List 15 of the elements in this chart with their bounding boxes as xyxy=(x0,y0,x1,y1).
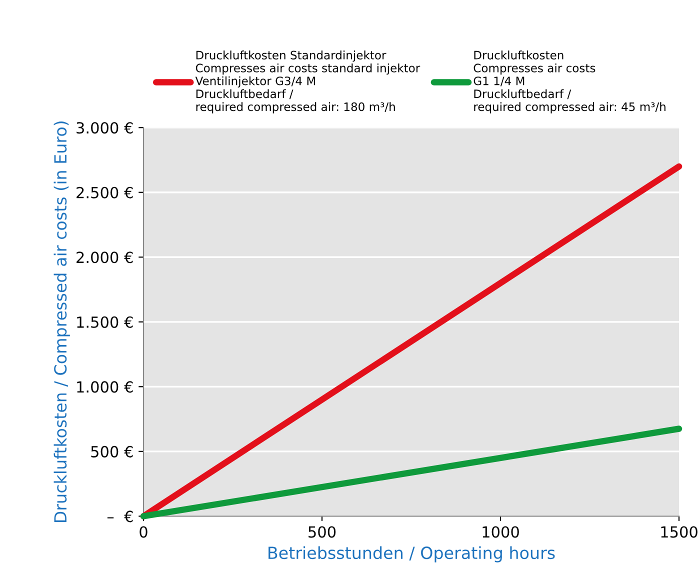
y-tick-label: – € xyxy=(107,510,133,522)
y-tick-label: 500 € xyxy=(91,446,133,458)
y-tick-label: 1.500 € xyxy=(77,316,133,328)
legend-label: Druckluftkosten Standardinjektor Compresses air costs standard injektor Ventilinjektor G3/4 M Druckluftbedarf / required compressed air: 180 m³/h xyxy=(195,50,420,114)
y-tick-label: 3.000 € xyxy=(76,122,133,134)
y-tick-label: 2.000 € xyxy=(76,252,133,264)
legend-label: Druckluftkosten Compresses air costs G1 1/4 M Druckluftbedarf / required compressed air: 45 m³/h xyxy=(474,50,666,114)
y-tick-label: 2.500 € xyxy=(76,186,133,198)
x-tick-label: 1500 xyxy=(661,526,698,538)
y-axis-title: Druckluftkosten / Compressed air costs (in Euro) xyxy=(54,122,70,522)
x-tick-label: 0 xyxy=(140,526,148,538)
x-tick-label: 500 xyxy=(308,526,336,538)
x-tick-label: 1000 xyxy=(482,526,519,538)
x-axis-title: Betriebsstunden / Operating hours xyxy=(268,546,555,562)
y-tick-label: 1.000 € xyxy=(77,381,133,393)
